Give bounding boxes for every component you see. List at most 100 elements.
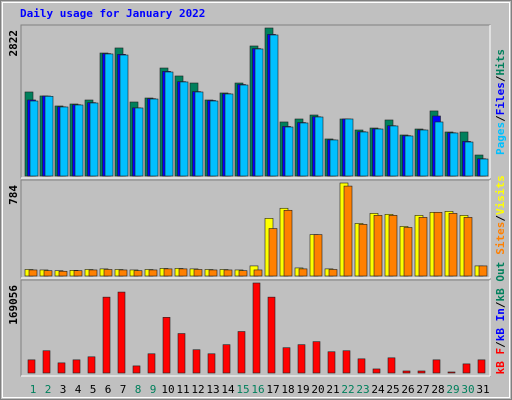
- bar: [177, 333, 186, 374]
- bar: [372, 368, 381, 374]
- x-tick-label: 3: [60, 383, 67, 396]
- legend-separator: /: [494, 215, 507, 222]
- bar: [463, 217, 473, 277]
- bar: [343, 185, 353, 277]
- bar: [269, 34, 279, 177]
- y-tick-label: 784: [7, 185, 20, 205]
- bar: [389, 125, 399, 177]
- bar: [178, 268, 188, 277]
- bar: [118, 269, 128, 277]
- bar: [464, 141, 474, 177]
- legend: Sites/Visits: [494, 175, 507, 255]
- bar: [88, 269, 98, 277]
- bar: [89, 102, 99, 177]
- bar: [193, 269, 203, 277]
- x-tick-label: 31: [476, 383, 489, 396]
- bar: [58, 270, 68, 277]
- x-tick-label: 13: [206, 383, 219, 396]
- bar: [192, 349, 201, 374]
- bar: [149, 98, 159, 177]
- bar: [132, 365, 141, 374]
- x-tick-label: 26: [401, 383, 414, 396]
- legend-entry: Sites: [494, 222, 507, 255]
- legend-separator: /: [494, 341, 507, 348]
- x-tick-label: 7: [120, 383, 127, 396]
- bar: [27, 359, 36, 374]
- bar: [224, 93, 234, 177]
- x-tick-label: 8: [135, 383, 142, 396]
- bar: [164, 71, 174, 177]
- bar: [104, 53, 114, 177]
- bar: [207, 353, 216, 374]
- bar: [312, 341, 321, 374]
- bar: [74, 104, 84, 177]
- bar: [388, 215, 398, 277]
- bar: [238, 270, 248, 277]
- bar: [297, 344, 306, 374]
- x-tick-label: 16: [251, 383, 264, 396]
- bar: [419, 129, 429, 177]
- bar: [147, 353, 156, 374]
- bar: [208, 269, 218, 277]
- x-tick-label: 18: [281, 383, 294, 396]
- x-tick-label: 29: [446, 383, 459, 396]
- bar: [87, 356, 96, 374]
- bar: [134, 107, 144, 177]
- bar: [267, 296, 276, 374]
- x-tick-label: 23: [356, 383, 369, 396]
- bar: [254, 48, 264, 177]
- legend-separator: /: [494, 301, 507, 308]
- x-tick-label: 4: [75, 383, 82, 396]
- bar: [44, 95, 54, 177]
- x-tick-label: 12: [191, 383, 204, 396]
- x-tick-label: 30: [461, 383, 474, 396]
- bar: [103, 269, 113, 277]
- x-tick-label: 14: [221, 383, 235, 396]
- bar: [57, 362, 66, 374]
- bar: [404, 135, 414, 177]
- bar: [344, 118, 354, 177]
- legend-entry: Hits: [494, 49, 507, 76]
- bar: [342, 350, 351, 374]
- x-tick-label: 1: [30, 383, 37, 396]
- legend-entry: kB In: [494, 308, 507, 341]
- bar: [449, 132, 459, 177]
- bar: [284, 126, 294, 177]
- bar: [327, 351, 336, 374]
- bar: [28, 269, 38, 277]
- bar: [358, 224, 368, 277]
- bar: [162, 317, 171, 374]
- bar: [298, 268, 308, 277]
- y-tick-label: 169056: [7, 285, 20, 325]
- bar: [359, 131, 369, 177]
- bar: [237, 331, 246, 374]
- bar: [42, 350, 51, 374]
- legend-entry: Pages: [494, 122, 507, 155]
- bar: [239, 84, 249, 177]
- bar: [119, 54, 129, 177]
- legend: Pages/Files/Hits: [494, 49, 507, 155]
- bar: [59, 106, 69, 177]
- bar: [163, 268, 173, 277]
- x-tick-label: 15: [236, 383, 249, 396]
- x-tick-label: 20: [311, 383, 324, 396]
- bar: [252, 282, 261, 374]
- bar: [209, 100, 219, 177]
- bar: [222, 344, 231, 374]
- x-tick-label: 24: [371, 383, 385, 396]
- bar: [282, 347, 291, 374]
- legend-separator: /: [494, 75, 507, 82]
- bar: [314, 116, 324, 177]
- bar: [253, 269, 263, 277]
- bar: [194, 91, 204, 177]
- bar: [447, 371, 456, 374]
- y-tick-label: 2822: [7, 30, 20, 57]
- bar: [374, 128, 384, 177]
- bar: [102, 296, 111, 374]
- bar: [299, 122, 309, 177]
- bar: [357, 358, 366, 374]
- x-tick-label: 25: [386, 383, 399, 396]
- bar: [328, 269, 338, 277]
